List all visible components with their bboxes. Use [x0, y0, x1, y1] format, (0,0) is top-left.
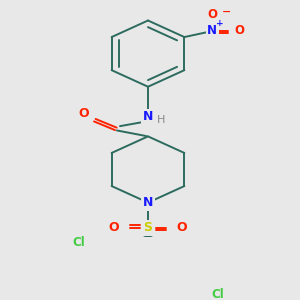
Text: N: N [143, 110, 153, 123]
Text: S: S [143, 221, 152, 234]
Text: −: − [221, 7, 231, 17]
Text: N: N [143, 196, 153, 209]
Text: +: + [216, 19, 223, 28]
Text: O: O [177, 221, 187, 234]
Text: N: N [207, 24, 218, 37]
Text: H: H [157, 115, 165, 125]
Text: Cl: Cl [211, 288, 224, 300]
Text: O: O [109, 221, 119, 234]
Text: O: O [234, 24, 244, 37]
Text: Cl: Cl [72, 236, 85, 249]
Text: O: O [79, 107, 89, 120]
Text: O: O [207, 8, 218, 22]
